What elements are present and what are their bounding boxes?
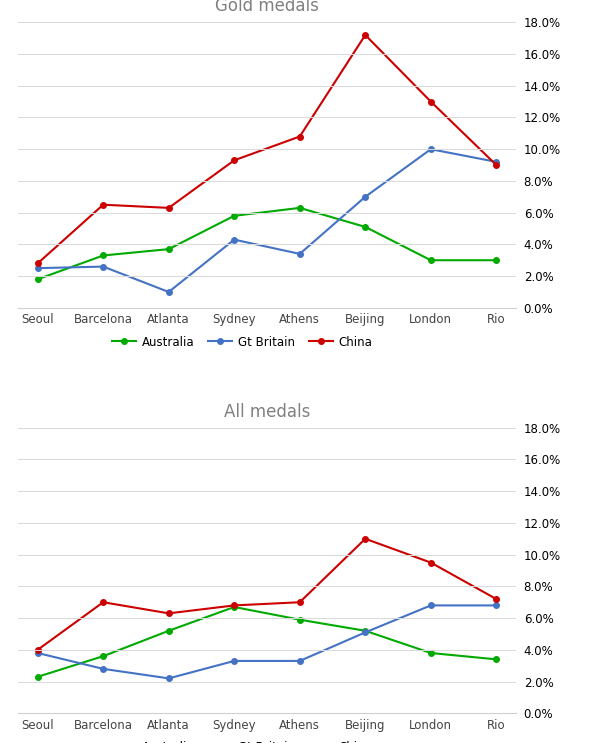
Gt Britain bbox=[362, 192, 369, 201]
Australia bbox=[362, 222, 369, 231]
Australia bbox=[165, 626, 172, 635]
Australia bbox=[165, 244, 172, 253]
Gt Britain bbox=[34, 264, 41, 273]
Gt Britain bbox=[100, 262, 107, 271]
China bbox=[34, 259, 41, 268]
Australia bbox=[493, 655, 500, 663]
Legend: Australia, Gt Britain, China: Australia, Gt Britain, China bbox=[107, 331, 377, 354]
Gt Britain bbox=[165, 674, 172, 683]
Line: Gt Britain: Gt Britain bbox=[35, 603, 499, 681]
Gt Britain bbox=[362, 628, 369, 637]
China bbox=[427, 558, 434, 567]
Australia bbox=[34, 275, 41, 284]
Australia bbox=[100, 251, 107, 260]
Gt Britain bbox=[427, 145, 434, 154]
China bbox=[165, 204, 172, 212]
Line: Australia: Australia bbox=[35, 205, 499, 282]
China bbox=[427, 97, 434, 106]
China bbox=[34, 646, 41, 655]
Australia bbox=[296, 615, 304, 624]
Australia bbox=[296, 204, 304, 212]
Gt Britain bbox=[165, 288, 172, 296]
China bbox=[296, 132, 304, 141]
China bbox=[362, 30, 369, 39]
China bbox=[165, 609, 172, 617]
Gt Britain bbox=[34, 649, 41, 658]
China bbox=[296, 598, 304, 607]
Australia bbox=[34, 672, 41, 681]
Line: Gt Britain: Gt Britain bbox=[35, 146, 499, 295]
Gt Britain bbox=[230, 657, 238, 666]
Australia bbox=[427, 649, 434, 658]
Australia bbox=[230, 211, 238, 220]
China bbox=[362, 534, 369, 543]
Gt Britain bbox=[100, 664, 107, 673]
Legend: Australia, Gt Britain, China: Australia, Gt Britain, China bbox=[107, 736, 377, 743]
Australia bbox=[230, 603, 238, 611]
Title: Gold medals: Gold medals bbox=[215, 0, 319, 15]
Line: China: China bbox=[35, 536, 499, 652]
China bbox=[493, 594, 500, 603]
Line: Australia: Australia bbox=[35, 604, 499, 680]
Australia bbox=[493, 256, 500, 265]
China bbox=[230, 601, 238, 610]
Australia bbox=[100, 652, 107, 661]
Australia bbox=[427, 256, 434, 265]
Australia bbox=[362, 626, 369, 635]
China bbox=[100, 201, 107, 210]
China bbox=[493, 160, 500, 169]
Title: All medals: All medals bbox=[224, 403, 310, 421]
Gt Britain bbox=[296, 250, 304, 259]
China bbox=[230, 156, 238, 165]
Gt Britain bbox=[230, 235, 238, 244]
Gt Britain bbox=[493, 158, 500, 166]
China bbox=[100, 598, 107, 607]
Gt Britain bbox=[427, 601, 434, 610]
Line: China: China bbox=[35, 32, 499, 266]
Gt Britain bbox=[493, 601, 500, 610]
Gt Britain bbox=[296, 657, 304, 666]
